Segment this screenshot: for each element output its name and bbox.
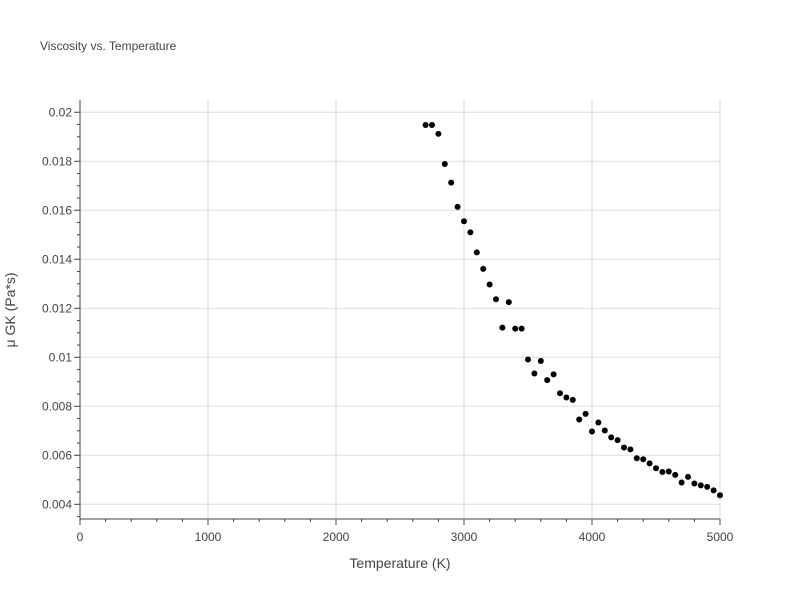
data-point: [608, 434, 615, 441]
x-tick-label: 1000: [195, 530, 222, 544]
data-points: [422, 121, 723, 499]
data-point: [595, 419, 602, 426]
data-point: [614, 437, 621, 444]
y-tick-label: 0.01: [49, 350, 73, 364]
y-tick-label: 0.004: [42, 497, 72, 511]
data-point: [473, 249, 480, 256]
x-tick-label: 3000: [451, 530, 478, 544]
data-point: [678, 479, 685, 486]
y-tick-label: 0.012: [42, 301, 72, 315]
data-point: [435, 130, 442, 137]
y-tick-label: 0.016: [42, 203, 72, 217]
y-tick-labels: 0.004 0.006 0.008 0.01 0.012 0.014 0.016 0.018 0…: [42, 105, 72, 511]
data-point: [576, 416, 583, 423]
data-point: [665, 468, 672, 475]
x-tick-label: 4000: [579, 530, 606, 544]
data-point: [710, 487, 717, 494]
y-tick-label: 0.008: [42, 399, 72, 413]
data-point: [653, 465, 659, 472]
data-point: [493, 296, 499, 303]
data-point: [486, 281, 493, 288]
data-point: [717, 492, 723, 499]
data-point: [505, 299, 512, 306]
data-point: [422, 121, 429, 128]
data-point: [563, 394, 570, 401]
data-point: [499, 324, 506, 331]
y-axis-title: μ GK (Pa*s): [2, 273, 18, 348]
data-point: [659, 468, 666, 475]
x-tick-label: 0: [77, 530, 84, 544]
data-point: [518, 325, 525, 332]
data-point: [646, 460, 653, 467]
data-point: [537, 357, 544, 364]
data-point: [441, 160, 448, 167]
data-point: [480, 265, 487, 272]
data-point: [589, 428, 595, 435]
data-point: [454, 203, 461, 210]
data-point: [544, 377, 551, 384]
data-point: [601, 427, 608, 434]
data-point: [467, 229, 474, 236]
data-point: [525, 356, 531, 363]
data-point: [691, 480, 698, 487]
y-tick-label: 0.02: [49, 105, 73, 119]
data-point: [627, 446, 634, 453]
data-point: [557, 390, 563, 397]
data-point: [621, 444, 627, 451]
data-point: [531, 370, 538, 377]
y-gridlines: [80, 111, 720, 505]
data-point: [697, 482, 704, 489]
data-point: [429, 121, 435, 128]
x-axis-title: Temperature (K): [349, 555, 450, 571]
y-tick-label: 0.014: [42, 252, 72, 266]
x-tick-label: 5000: [707, 530, 734, 544]
x-minor-ticks: [79, 519, 721, 525]
data-point: [685, 473, 691, 480]
data-point: [582, 410, 589, 417]
data-point: [550, 371, 557, 378]
data-point: [640, 456, 647, 463]
x-gridlines: [207, 100, 721, 519]
y-tick-label: 0.018: [42, 154, 72, 168]
y-minor-ticks: [74, 111, 80, 518]
y-tick-label: 0.006: [42, 448, 72, 462]
data-point: [461, 218, 467, 225]
chart-title: Viscosity vs. Temperature: [40, 39, 177, 53]
data-point: [704, 483, 711, 490]
data-point: [448, 179, 455, 186]
data-point: [569, 396, 576, 403]
data-point: [512, 325, 519, 332]
x-tick-label: 2000: [323, 530, 350, 544]
data-point: [672, 471, 679, 478]
data-point: [633, 455, 640, 462]
x-tick-labels: 0 1000 2000 3000 4000 5000: [77, 530, 734, 544]
